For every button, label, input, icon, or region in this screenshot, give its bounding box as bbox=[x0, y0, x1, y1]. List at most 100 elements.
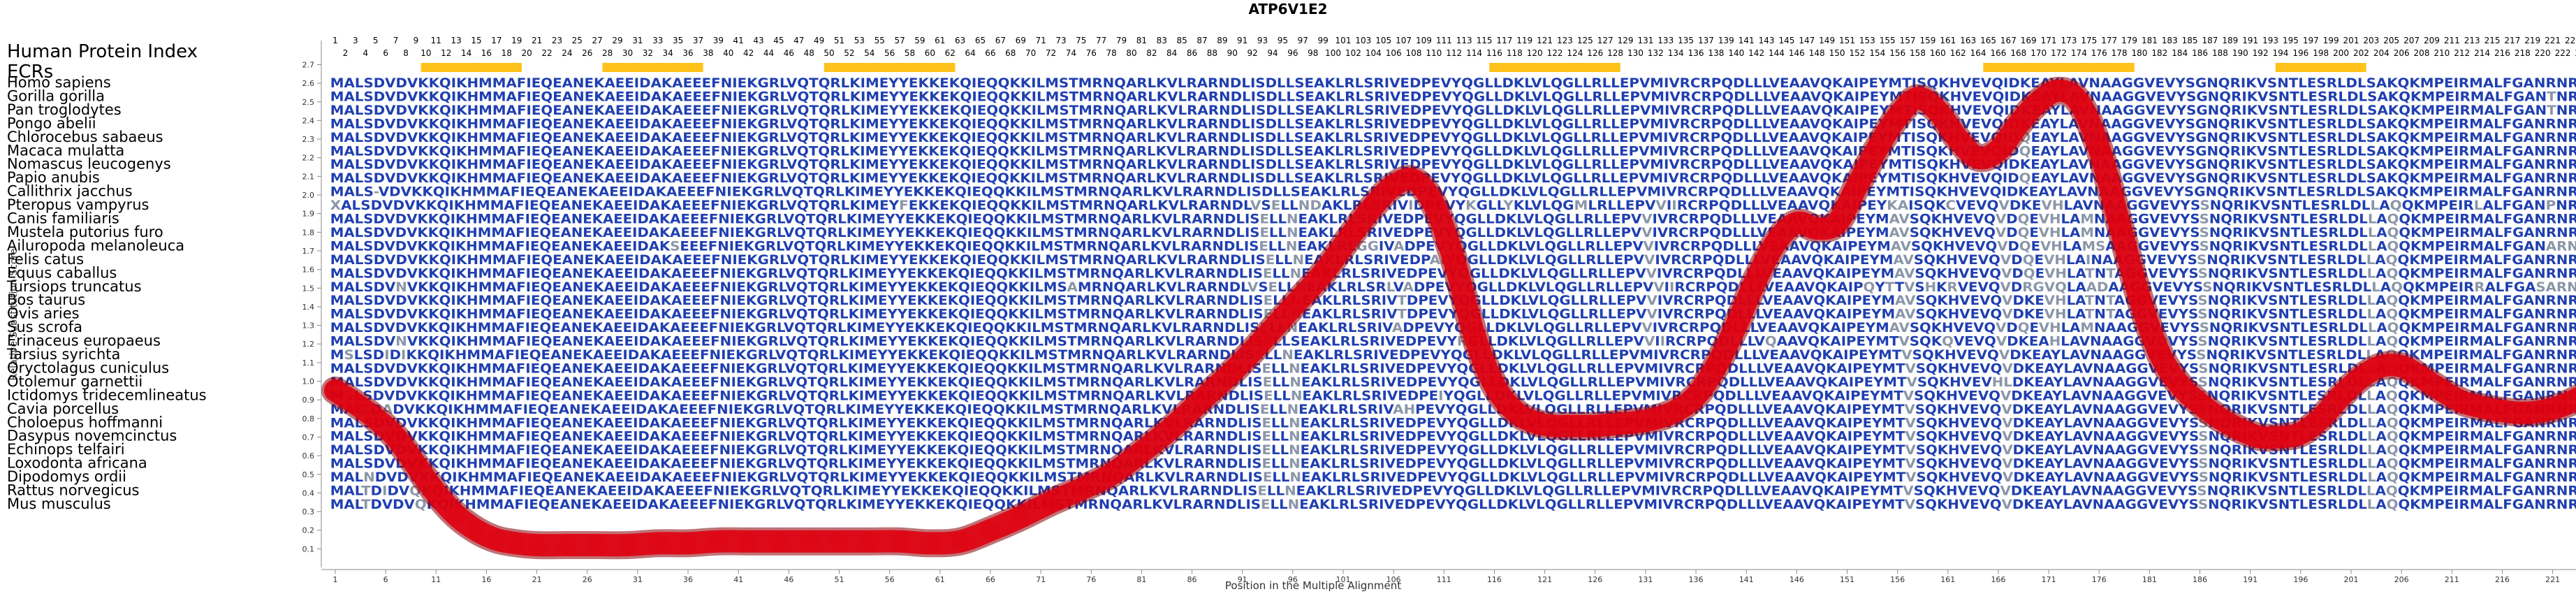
score-point bbox=[2371, 356, 2392, 377]
x-tick-label: 176 bbox=[2092, 575, 2107, 584]
y-tick-label: 1.1 bbox=[302, 358, 315, 368]
human-index-number: 42 bbox=[743, 48, 754, 58]
sequence-row: MALSDVDVKKQIKHMMAFIEQEANEKAEEIDAKAEEEFNI… bbox=[330, 130, 2576, 145]
human-index-number: 169 bbox=[2021, 36, 2037, 45]
y-tick-label: 1.8 bbox=[302, 228, 315, 237]
y-tick-label: 1.2 bbox=[302, 340, 315, 349]
human-index-number: 46 bbox=[784, 48, 794, 58]
x-tick-label: 11 bbox=[431, 575, 441, 584]
y-tick-label: 1.9 bbox=[302, 210, 315, 219]
x-tick-label: 76 bbox=[1086, 575, 1096, 584]
x-tick-label: 131 bbox=[1638, 575, 1653, 584]
human-index-number: 25 bbox=[572, 36, 583, 45]
x-tick-label: 211 bbox=[2445, 575, 2459, 584]
score-point bbox=[1102, 464, 1122, 484]
human-index-number: 156 bbox=[1889, 48, 1905, 58]
human-index-number: 151 bbox=[1839, 36, 1855, 45]
species-name: Erinaceus europaeus bbox=[7, 333, 161, 349]
human-index-number: 69 bbox=[1016, 36, 1026, 45]
species-name: Mus musculus bbox=[7, 495, 111, 512]
score-point bbox=[1282, 296, 1303, 317]
x-tick-label: 106 bbox=[1386, 575, 1401, 584]
score-point bbox=[1585, 416, 1605, 436]
y-tick-label: 1.6 bbox=[302, 266, 315, 275]
x-tick-label: 111 bbox=[1437, 575, 1451, 584]
score-point bbox=[1766, 231, 1787, 252]
human-index-number: 160 bbox=[1930, 48, 1946, 58]
score-point bbox=[708, 531, 729, 551]
human-index-number: 211 bbox=[2444, 36, 2460, 45]
score-point bbox=[2392, 356, 2412, 377]
score-point bbox=[1252, 330, 1273, 350]
score-point bbox=[1444, 250, 1464, 270]
human-index-number: 34 bbox=[663, 48, 673, 58]
human-index-number: 135 bbox=[1678, 36, 1694, 45]
species-name: Papio anubis bbox=[7, 169, 100, 186]
score-point bbox=[980, 520, 1000, 540]
species-name: Cavia porcellus bbox=[7, 400, 119, 417]
x-tick-label: 141 bbox=[1739, 575, 1754, 584]
species-name: Otolemur garnettii bbox=[7, 373, 142, 390]
ecr-bar bbox=[2275, 63, 2366, 72]
score-point bbox=[446, 505, 467, 526]
score-point bbox=[738, 531, 759, 551]
x-tick-label: 126 bbox=[1588, 575, 1602, 584]
human-index-number: 139 bbox=[1718, 36, 1734, 45]
human-index-number: 213 bbox=[2464, 36, 2480, 45]
human-index-number: 38 bbox=[703, 48, 713, 58]
human-index-number: 117 bbox=[1496, 36, 1512, 45]
human-index-number: 147 bbox=[1799, 36, 1815, 45]
human-index-number: 71 bbox=[1035, 36, 1046, 45]
sequence-row: MALSDVDVKKQIKHMMAFIEQEANEKAEEIDAKAEEEFNI… bbox=[330, 89, 2576, 104]
score-point bbox=[799, 531, 819, 551]
score-point bbox=[1041, 492, 1061, 512]
y-tick-label: 2.6 bbox=[302, 79, 315, 88]
human-index-number: 101 bbox=[1335, 36, 1352, 45]
score-point bbox=[345, 393, 365, 414]
x-tick-label: 96 bbox=[1288, 575, 1298, 584]
human-index-number: 76 bbox=[1086, 48, 1097, 58]
score-point bbox=[1827, 213, 1847, 233]
score-point bbox=[1807, 219, 1827, 238]
human-index-number: 210 bbox=[2434, 48, 2450, 58]
species-name: Ictidomys tridecemlineatus bbox=[7, 386, 207, 403]
human-index-number: 153 bbox=[1859, 36, 1875, 45]
human-index-number: 89 bbox=[1217, 36, 1227, 45]
human-index-number: 158 bbox=[1910, 48, 1926, 58]
human-index-number: 92 bbox=[1247, 48, 1257, 58]
human-index-number: 99 bbox=[1317, 36, 1328, 45]
species-name: Ailuropoda melanoleuca bbox=[7, 237, 184, 254]
y-tick-label: 2.7 bbox=[302, 60, 315, 69]
human-index-number: 106 bbox=[1386, 48, 1402, 58]
human-index-number: 17 bbox=[491, 36, 502, 45]
score-point bbox=[486, 530, 506, 549]
human-index-number: 7 bbox=[393, 36, 399, 45]
human-index-number: 209 bbox=[2424, 36, 2440, 45]
score-point bbox=[2553, 396, 2573, 416]
human-index-number: 36 bbox=[682, 48, 693, 58]
score-point bbox=[2049, 80, 2069, 101]
human-index-number: 91 bbox=[1237, 36, 1247, 45]
human-index-number: 196 bbox=[2292, 48, 2308, 58]
human-index-number: 77 bbox=[1096, 36, 1106, 45]
score-point bbox=[506, 533, 527, 553]
human-index-number: 51 bbox=[834, 36, 844, 45]
ecr-bar bbox=[1983, 63, 2135, 72]
human-index-number: 56 bbox=[884, 48, 895, 58]
y-tick-label: 0.9 bbox=[302, 396, 315, 405]
score-point bbox=[2533, 401, 2553, 421]
human-index-number: 134 bbox=[1668, 48, 1684, 58]
human-index-number: 123 bbox=[1557, 36, 1573, 45]
score-point bbox=[768, 531, 789, 551]
score-point bbox=[2149, 343, 2169, 363]
human-index-number: 152 bbox=[1849, 48, 1865, 58]
human-index-number: 107 bbox=[1396, 36, 1412, 45]
human-index-number: 159 bbox=[1919, 36, 1935, 45]
score-point bbox=[1787, 213, 1807, 233]
human-index-number: 41 bbox=[733, 36, 744, 45]
score-point bbox=[1625, 412, 1646, 433]
human-index-number: 217 bbox=[2504, 36, 2520, 45]
human-index-number: 164 bbox=[1970, 48, 1986, 58]
human-index-number: 150 bbox=[1829, 48, 1845, 58]
human-index-number: 94 bbox=[1267, 48, 1278, 58]
